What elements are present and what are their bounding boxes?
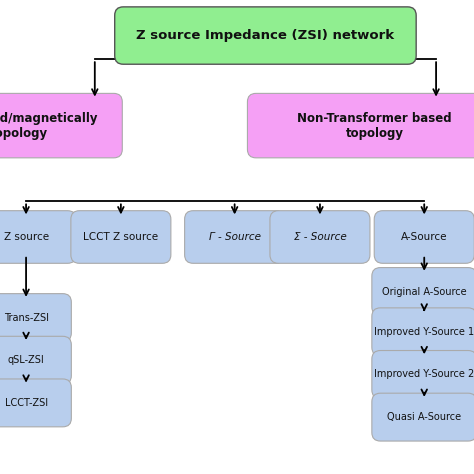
FancyBboxPatch shape [0, 93, 122, 158]
Text: Trans-ZSI: Trans-ZSI [4, 312, 48, 323]
FancyBboxPatch shape [71, 210, 171, 264]
Text: Z source Impedance (ZSI) network: Z source Impedance (ZSI) network [137, 29, 394, 42]
Text: Quasi A-Source: Quasi A-Source [387, 412, 461, 422]
FancyBboxPatch shape [184, 210, 284, 264]
FancyBboxPatch shape [115, 7, 416, 64]
FancyBboxPatch shape [374, 210, 474, 264]
Text: Z source: Z source [3, 232, 49, 242]
Text: A-Source: A-Source [401, 232, 447, 242]
FancyBboxPatch shape [0, 379, 72, 427]
Text: Original A-Source: Original A-Source [382, 286, 466, 297]
Text: Non-Transformer based
topology: Non-Transformer based topology [297, 111, 452, 140]
FancyBboxPatch shape [247, 93, 474, 158]
FancyBboxPatch shape [372, 267, 474, 316]
Text: Improved Y-Source 2: Improved Y-Source 2 [374, 369, 474, 380]
Text: Transformer based/magnetically
coupled topology: Transformer based/magnetically coupled t… [0, 111, 98, 140]
FancyBboxPatch shape [270, 210, 370, 264]
FancyBboxPatch shape [0, 294, 72, 342]
Text: LCCT Z source: LCCT Z source [83, 232, 158, 242]
FancyBboxPatch shape [0, 210, 76, 264]
Text: Improved Y-Source 1: Improved Y-Source 1 [374, 327, 474, 337]
FancyBboxPatch shape [0, 337, 72, 384]
FancyBboxPatch shape [372, 308, 474, 356]
FancyBboxPatch shape [372, 393, 474, 441]
Text: Σ - Source: Σ - Source [293, 232, 346, 242]
FancyBboxPatch shape [372, 351, 474, 398]
Text: Γ - Source: Γ - Source [209, 232, 261, 242]
Text: LCCT-ZSI: LCCT-ZSI [5, 398, 47, 408]
Text: qSL-ZSI: qSL-ZSI [8, 355, 45, 365]
